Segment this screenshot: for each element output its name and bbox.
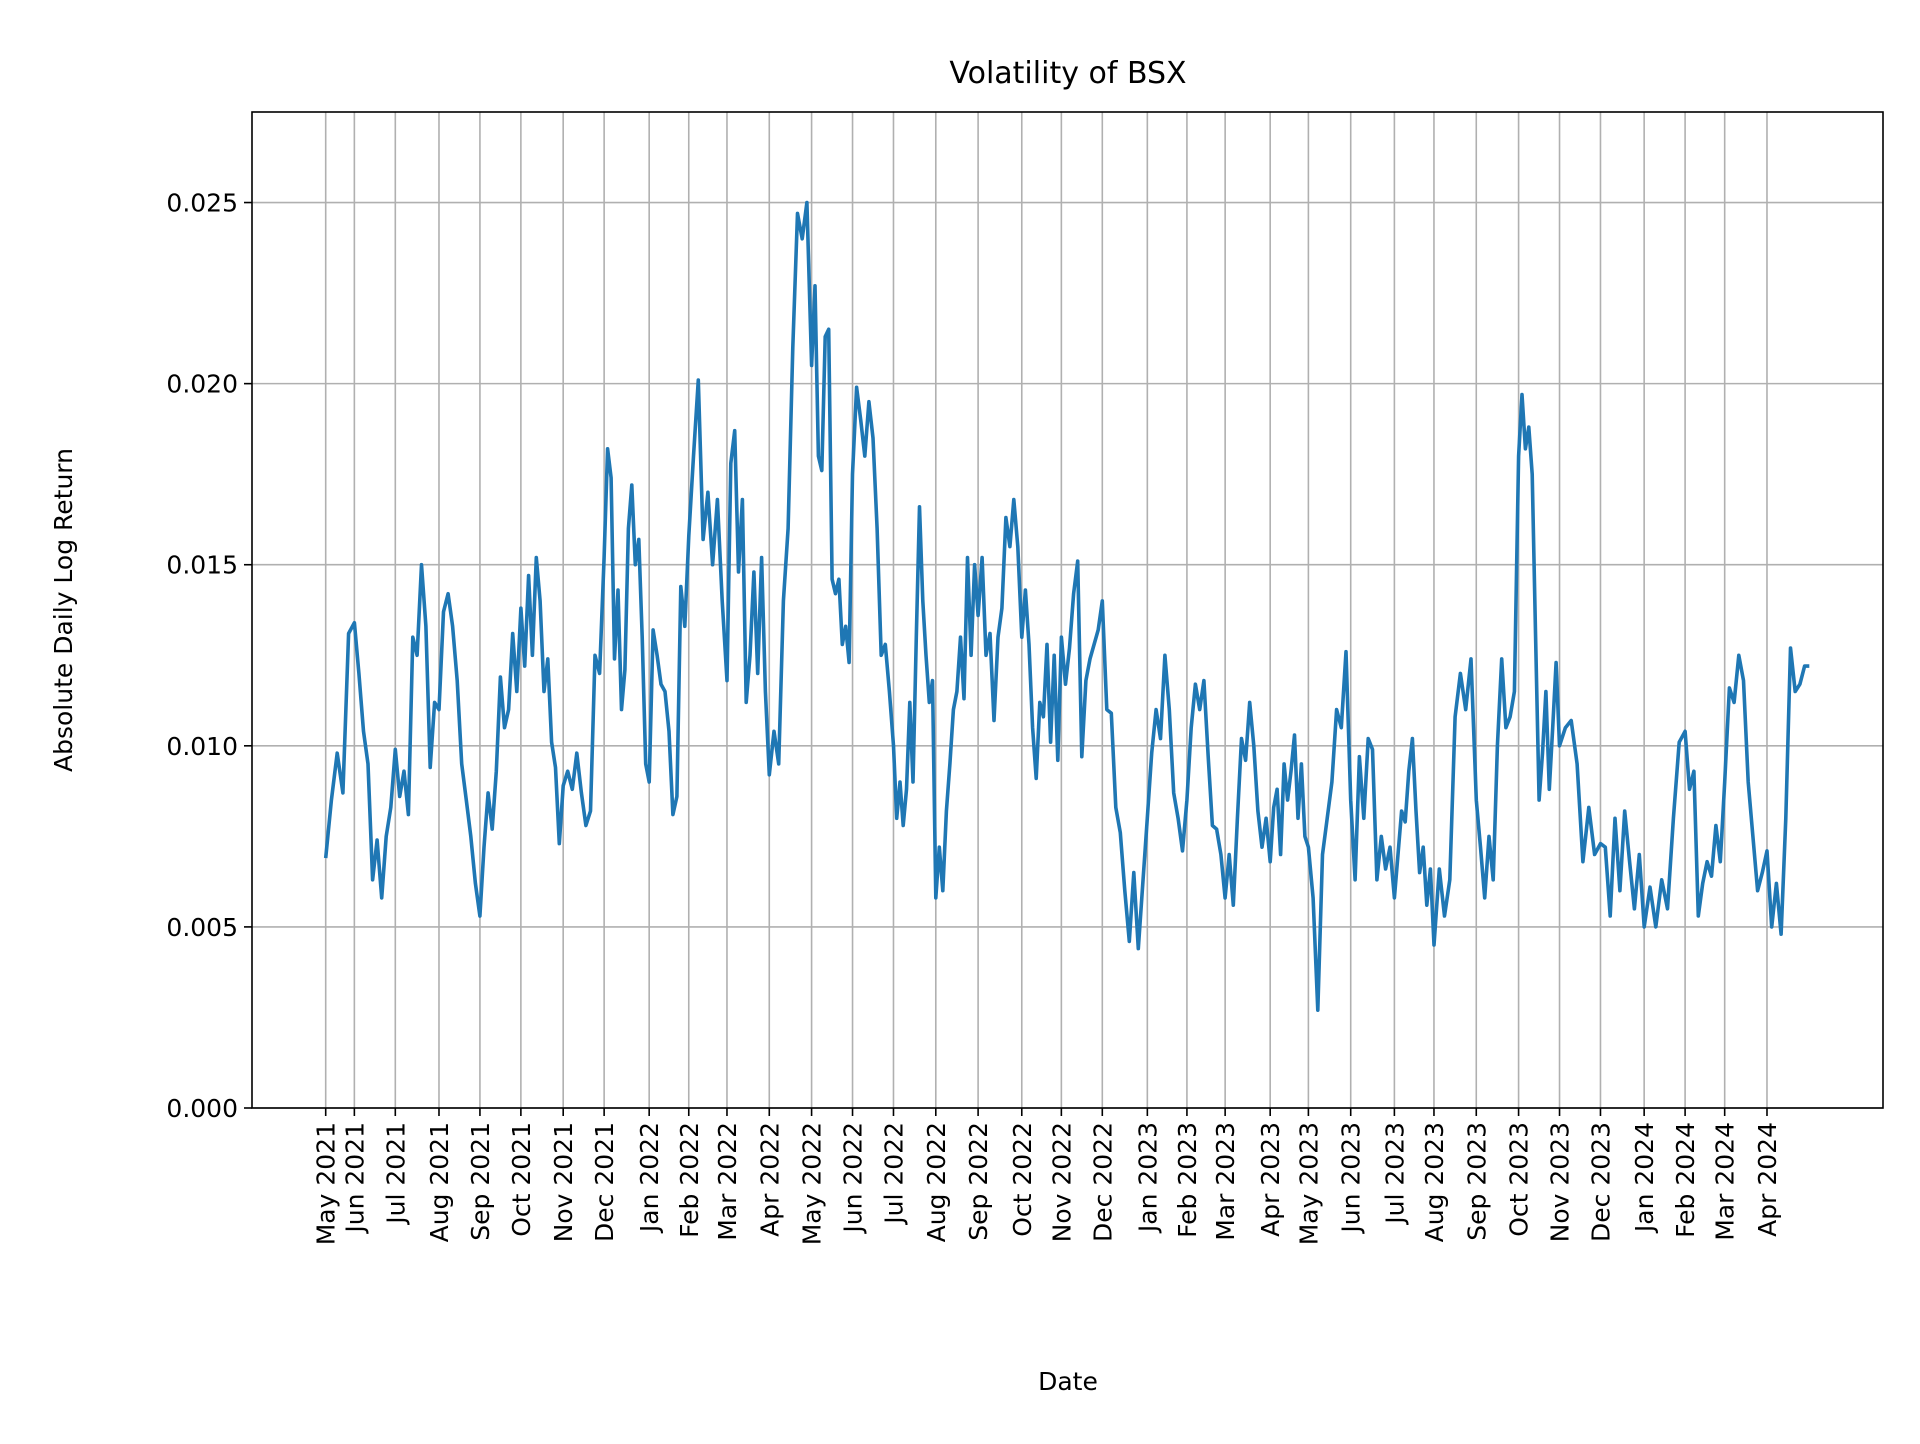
x-tick-label: Apr 2022 [755,1122,784,1237]
x-tick-label: Mar 2023 [1211,1122,1240,1241]
x-tick-label: Jul 2023 [1380,1122,1409,1226]
x-tick-label: Oct 2021 [507,1122,536,1237]
y-tick-label: 0.015 [166,551,238,580]
x-tick-label: Mar 2024 [1711,1122,1740,1241]
x-tick-label: Sep 2023 [1462,1122,1491,1241]
x-tick-label: Nov 2022 [1047,1122,1076,1242]
grid [252,112,1883,1109]
x-tick-label: Jul 2021 [381,1122,410,1226]
x-tick-label: May 2021 [312,1122,341,1245]
x-tick-label: Oct 2022 [1008,1122,1037,1237]
y-tick-label: 0.005 [166,913,238,942]
x-tick-label: Apr 2023 [1256,1122,1285,1237]
x-tick-label: Nov 2023 [1546,1122,1575,1242]
y-tick-label: 0.025 [166,189,238,218]
x-tick-label: Feb 2024 [1671,1122,1700,1238]
x-tick-label: Jan 2023 [1133,1122,1162,1234]
x-tick-label: Aug 2023 [1420,1122,1449,1242]
x-tick-label: Jul 2022 [879,1122,908,1226]
y-axis-label: Absolute Daily Log Return [49,448,78,772]
x-tick-label: May 2022 [798,1122,827,1245]
x-axis: May 2021 Jun 2021 Jul 2021 Aug 2021 Sep 2021… [312,1108,1782,1245]
x-tick-label: Mar 2022 [713,1122,742,1241]
y-axis: 0.000 0.005 0.010 0.015 0.020 0.025 [166,189,252,1123]
x-tick-label: Jun 2023 [1337,1122,1366,1235]
x-tick-label: Dec 2021 [590,1122,619,1242]
x-tick-label: Jun 2022 [839,1122,868,1235]
x-tick-label: Dec 2023 [1586,1122,1615,1242]
series-layer [323,200,1810,1013]
x-tick-label: Jan 2022 [635,1122,664,1234]
x-tick-label: Apr 2024 [1753,1122,1782,1237]
x-tick-label: Aug 2022 [922,1122,951,1242]
x-tick-label: Aug 2021 [425,1122,454,1242]
x-tick-label: May 2023 [1294,1122,1323,1245]
x-tick-label: Feb 2023 [1173,1122,1202,1238]
y-tick-label: 0.010 [166,732,238,761]
x-tick-label: Sep 2022 [964,1122,993,1241]
x-axis-label: Date [1038,1367,1098,1396]
volatility-line [323,200,1810,1013]
x-tick-label: Oct 2023 [1505,1122,1534,1237]
x-tick-label: Jan 2024 [1630,1122,1659,1234]
x-tick-label: Jun 2021 [340,1122,369,1235]
y-tick-label: 0.000 [166,1094,238,1123]
chart-title: Volatility of BSX [949,56,1186,91]
x-tick-label: Feb 2022 [675,1122,704,1238]
plot-frame [251,111,1884,1109]
x-tick-label: Sep 2021 [466,1122,495,1241]
x-tick-label: Nov 2021 [549,1122,578,1242]
y-tick-label: 0.020 [166,370,238,399]
x-tick-label: Dec 2022 [1088,1122,1117,1242]
